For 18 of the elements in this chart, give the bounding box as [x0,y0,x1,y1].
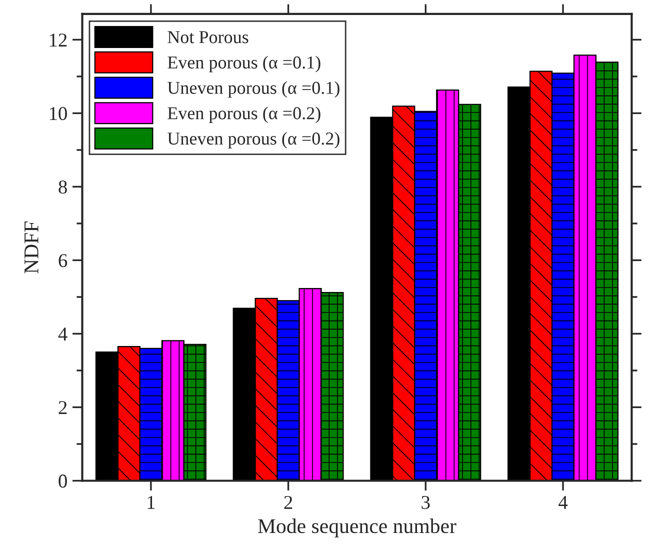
legend-label: Uneven porous (α =0.2) [167,132,340,148]
y-tick-label: 8 [58,180,67,194]
y-tick-label: 12 [50,34,67,46]
legend-label: Even porous (α =0.1) [168,56,320,72]
y-tick-label: 2 [58,401,67,414]
x-axis-title: Mode sequence number [258,518,456,538]
y-axis-title: NDFF [24,221,38,274]
x-tick-label: 4 [558,496,568,509]
y-tick-label: 0 [58,474,67,488]
y-tick-label: 6 [58,254,68,268]
y-tick-label: 4 [58,328,68,340]
x-tick-label: 1 [148,496,155,509]
legend-label: Uneven porous (α =0.1) [167,81,340,98]
y-tick-label: 10 [50,107,67,120]
legend-label: Not Porous [168,31,248,44]
legend-label: Even porous (α =0.2) [168,106,320,123]
x-tick-label: 2 [284,496,292,509]
x-tick-label: 3 [422,496,430,510]
